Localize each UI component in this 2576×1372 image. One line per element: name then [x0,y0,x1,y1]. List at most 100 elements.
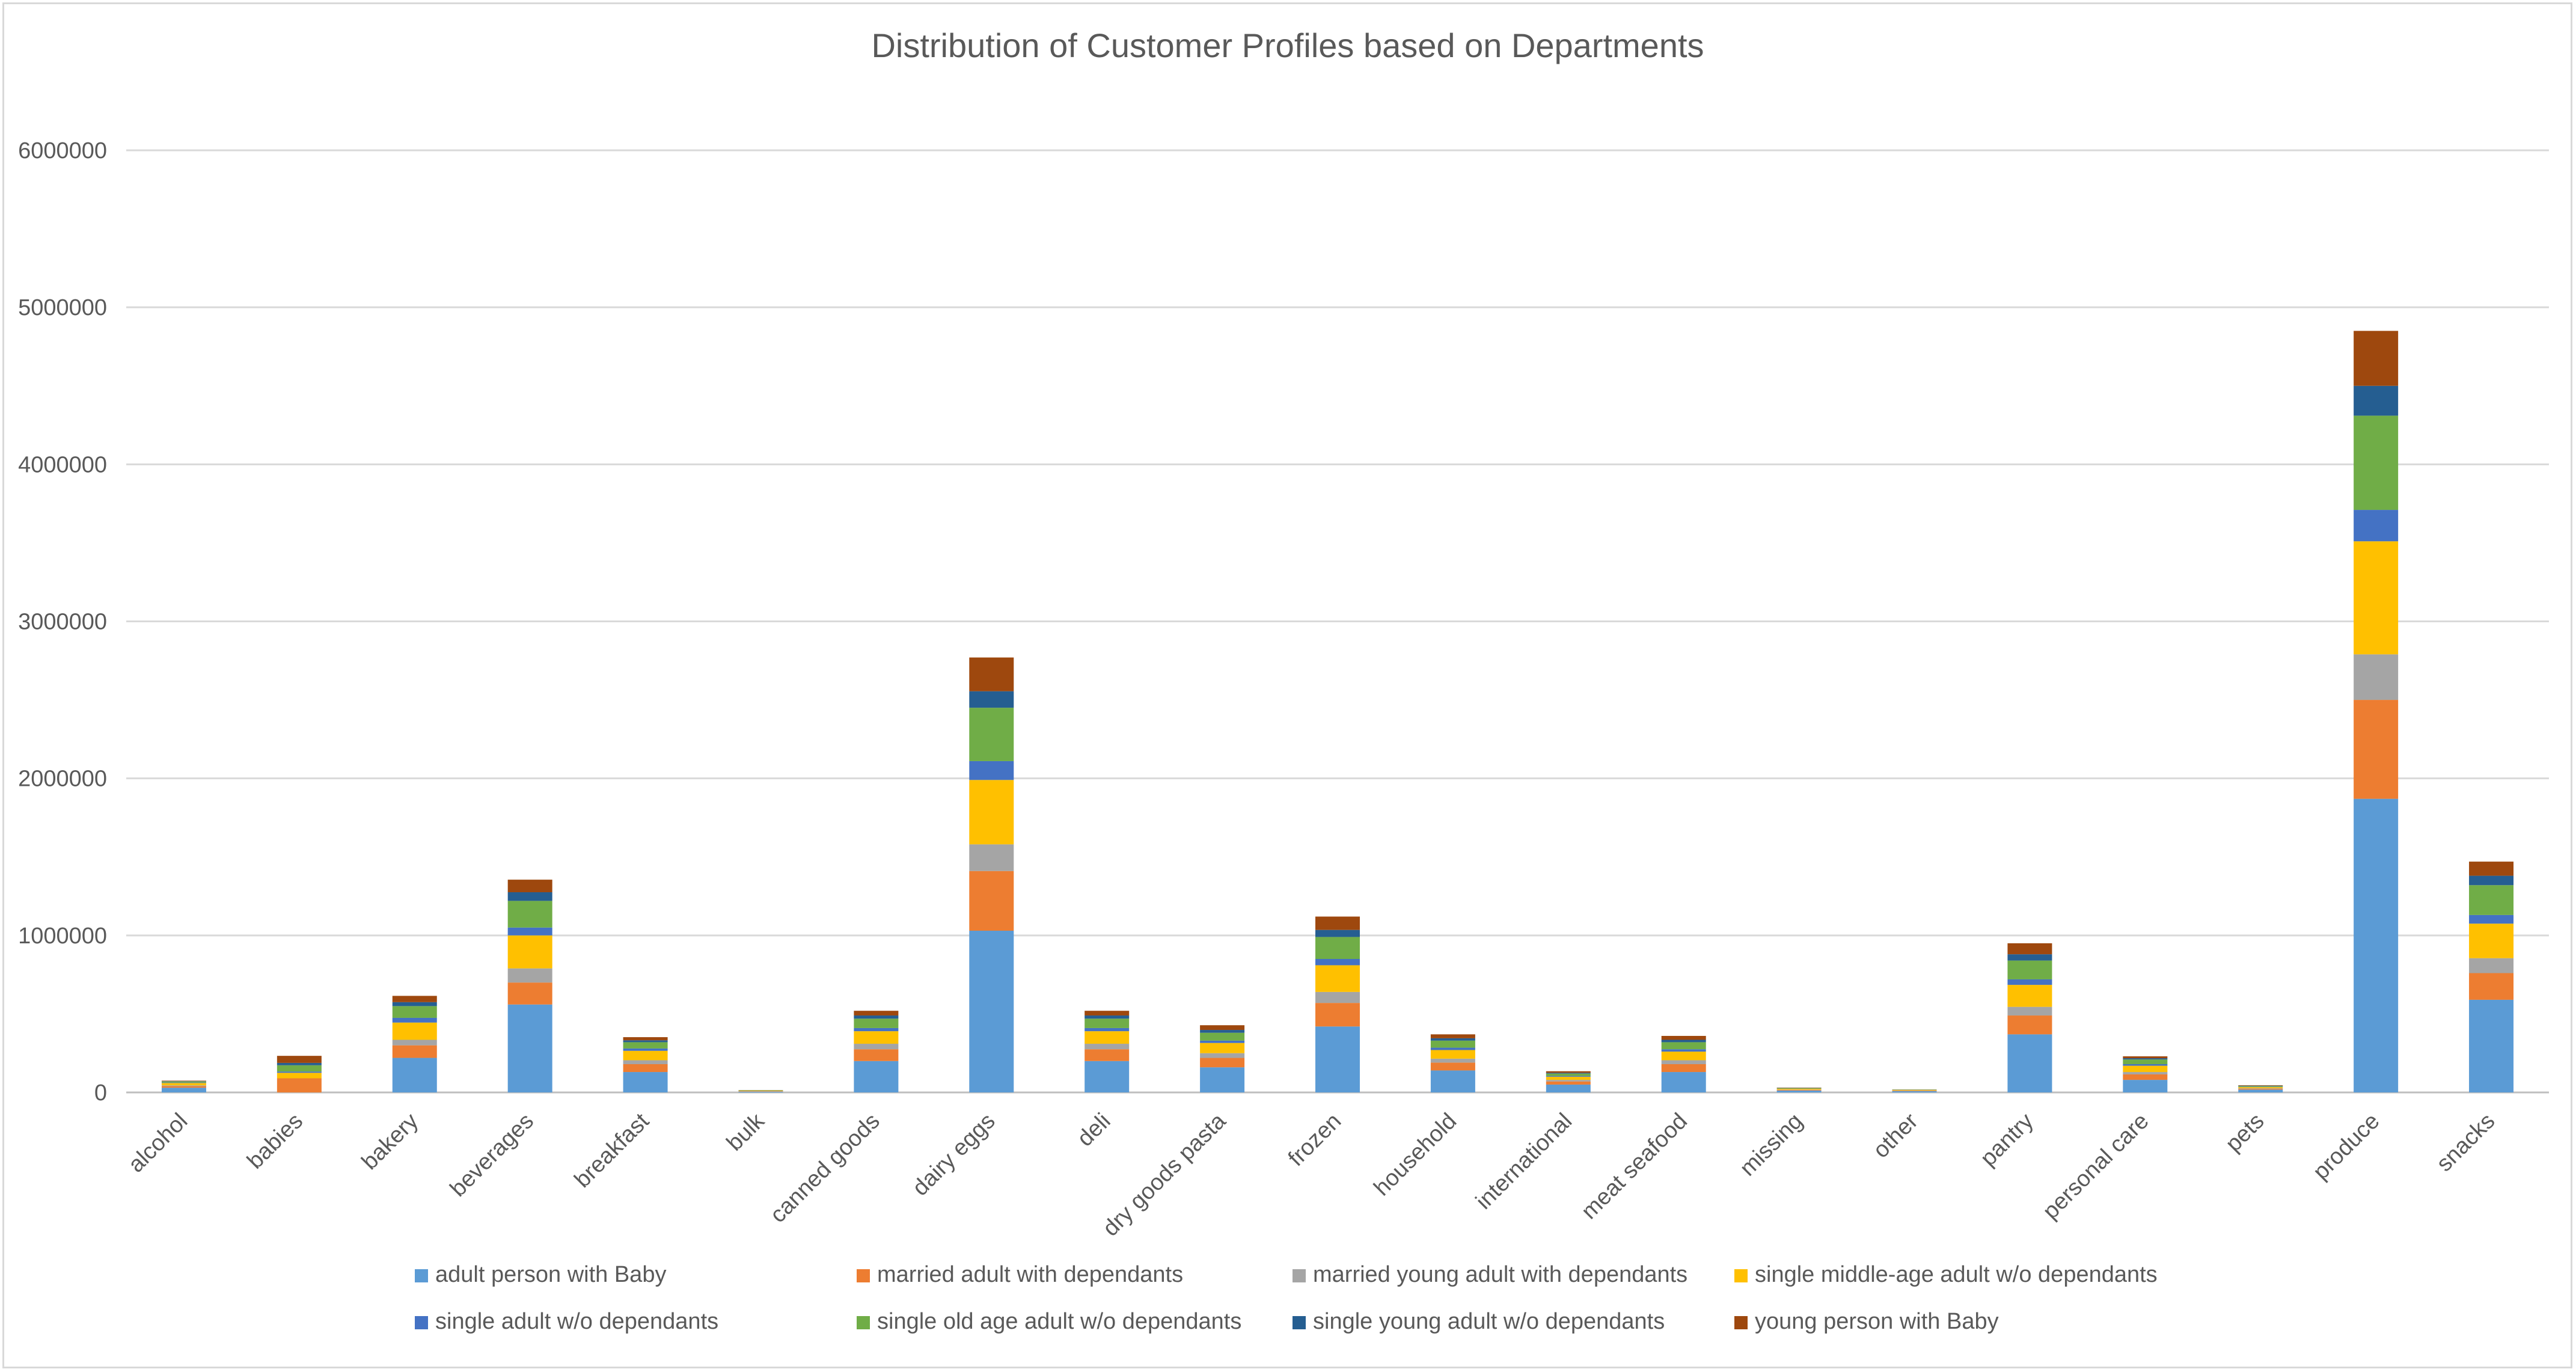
x-tick-label: alcohol [123,1109,192,1178]
bar-segment [507,1004,552,1092]
bar-segment [969,844,1014,871]
bar-segment [161,1086,206,1088]
bar-segment [969,691,1014,708]
bar-segment [161,1080,206,1082]
bar-segment [2469,973,2514,1000]
bar-segment [507,880,552,893]
bar-segment [1430,1040,1475,1048]
bar-segment [1546,1076,1591,1077]
bar-segment [1200,1043,1245,1053]
bar-segment [1430,1058,1475,1063]
bar-segment [1200,1025,1245,1031]
bar-segment [1546,1071,1591,1073]
bar-segment [507,892,552,901]
bar-segment [2007,943,2052,955]
bar-segment [1546,1076,1591,1080]
bar-segment [1315,916,1360,930]
bar-segment [1892,1091,1937,1092]
y-tick-label: 1000000 [18,923,107,949]
bar-segment [1315,1003,1360,1027]
bar-segment [1776,1089,1822,1091]
bar-segment [277,1073,322,1079]
x-tick-label: personal care [2038,1109,2154,1225]
legend-swatch [857,1316,870,1329]
bar-segment [2469,999,2514,1092]
bar-segment [1430,1050,1475,1059]
bar-segment [507,901,552,928]
legend-swatch [415,1269,428,1282]
x-tick-label: household [1369,1109,1462,1201]
bar-segment [854,1044,899,1050]
bar-segment [2123,1065,2168,1073]
bar-segment [1661,1035,1706,1040]
bar-segment [1315,965,1360,992]
x-tick-label: dry goods pasta [1098,1108,1232,1242]
bar-segment [1776,1090,1822,1092]
legend-swatch [1734,1269,1748,1282]
x-tick-label: bakery [357,1109,423,1175]
bar-segment [1546,1081,1591,1085]
x-tick-label: babies [242,1109,308,1174]
bar-segment [1776,1089,1822,1090]
legend-label: married adult with dependants [877,1262,1183,1287]
bar-segment [2238,1089,2283,1092]
bar-segment [623,1060,668,1064]
bar-segment [392,1002,437,1006]
bar-segment [2354,510,2399,542]
bars [161,331,2514,1092]
bar-segment [2238,1085,2283,1086]
x-axis-tick-labels: alcohol babies bakery beverages breakfast bul… [123,1108,2500,1242]
bar-segment [277,1062,322,1065]
y-tick-label: 4000000 [18,452,107,477]
bar-segment [1315,937,1360,960]
bar-segment [277,1056,322,1063]
bar-segment [2123,1059,2168,1064]
bar-segment [1892,1089,1937,1090]
bar-segment [161,1081,206,1083]
bar-segment [1200,1040,1245,1043]
bar-segment [2354,331,2399,386]
y-tick-label: 2000000 [18,767,107,792]
bar-segment [854,1061,899,1092]
bar-segment [623,1048,668,1051]
chart-title: Distribution of Customer Profiles based … [871,26,1704,64]
bar-segment [969,761,1014,780]
bar-segment [1085,1015,1130,1019]
bar-segment [392,1045,437,1058]
bar-segment [392,1017,437,1023]
bar-segment [1085,1018,1130,1028]
bar-segment [854,1031,899,1044]
bar-segment [1661,1052,1706,1061]
bar-segment [2469,923,2514,958]
legend-label: single middle-age adult w/o dependants [1755,1262,2158,1287]
bar-segment [392,1040,437,1046]
bar-segment [623,1072,668,1092]
bar-segment [738,1091,783,1092]
bar-segment [1430,1062,1475,1071]
bar-segment [969,708,1014,761]
bar-segment [1315,929,1360,937]
bar-segment [1085,1044,1130,1050]
bar-segment [2469,862,2514,876]
y-tick-label: 5000000 [18,295,107,320]
bar-segment [2469,875,2514,886]
bar-segment [1315,1026,1360,1092]
y-tick-label: 3000000 [18,610,107,635]
x-tick-label: bulk [722,1108,770,1156]
bar-segment [1085,1011,1130,1016]
bar-segment [161,1083,206,1086]
bar-segment [2123,1072,2168,1074]
bar-segment [1430,1047,1475,1050]
bar-segment [623,1037,668,1041]
bar-segment [2238,1086,2283,1088]
bar-segment [2238,1088,2283,1090]
legend-swatch [1734,1316,1748,1329]
legend-swatch [1293,1269,1306,1282]
bar-segment [1892,1090,1937,1091]
bar-segment [392,1006,437,1018]
bar-segment [2123,1074,2168,1080]
bar-segment [854,1018,899,1028]
x-tick-label: beverages [445,1109,539,1202]
bar-segment [623,1050,668,1061]
